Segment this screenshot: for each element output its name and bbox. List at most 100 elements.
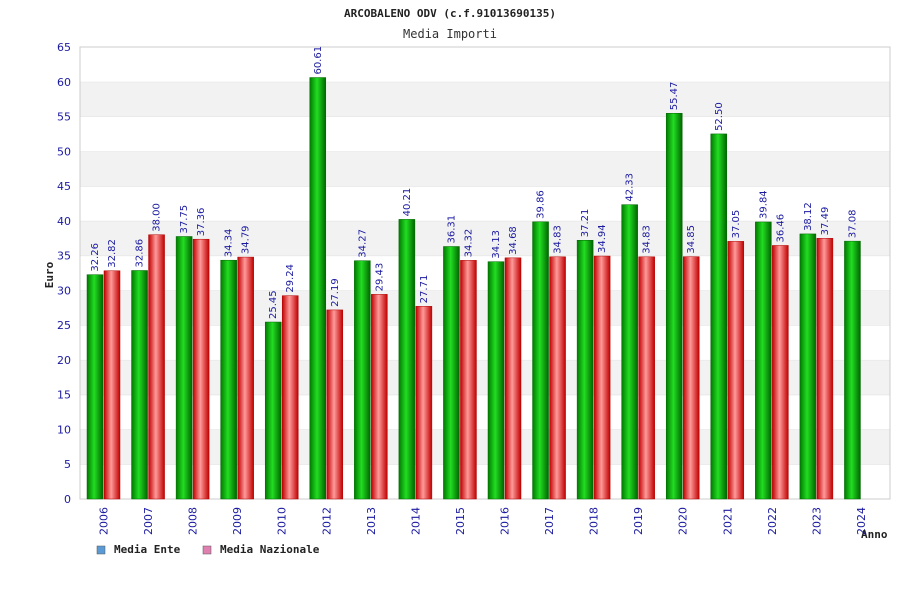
grid-band xyxy=(80,429,890,465)
x-tick-label: 2015 xyxy=(454,507,467,535)
data-label: 52.50 xyxy=(714,102,725,131)
bar-media-ente xyxy=(398,219,416,500)
y-tick-label: 0 xyxy=(64,493,71,506)
plot-border xyxy=(79,46,891,500)
bar-media-ente xyxy=(175,236,193,500)
legend-label: Media Nazionale xyxy=(220,543,320,556)
bar-media-nazionale xyxy=(415,306,433,500)
y-tick-label: 15 xyxy=(57,389,71,402)
bar-media-nazionale xyxy=(504,257,522,500)
y-tick-label: 5 xyxy=(64,458,71,471)
bar-media-ente xyxy=(220,259,237,500)
bar-media-ente xyxy=(710,133,728,500)
bar-media-ente xyxy=(576,239,594,500)
data-label: 40.21 xyxy=(402,188,413,217)
data-label: 34.32 xyxy=(463,229,474,258)
grid-band xyxy=(80,186,890,221)
data-label: 37.75 xyxy=(179,205,190,234)
y-tick-label: 60 xyxy=(57,76,71,89)
bar-media-nazionale xyxy=(772,245,789,500)
chart-subtitle: Media Importi xyxy=(403,27,497,41)
bar-media-nazionale xyxy=(281,295,299,500)
data-label: 29.24 xyxy=(285,264,296,293)
y-tick-label: 50 xyxy=(57,145,71,158)
legend-swatch xyxy=(96,545,106,555)
data-label: 34.83 xyxy=(553,225,564,254)
data-label: 38.00 xyxy=(152,203,163,232)
bar-media-ente xyxy=(755,221,772,500)
bar-media-ente xyxy=(264,321,282,500)
bar-media-ente xyxy=(621,204,638,500)
bar-media-nazionale xyxy=(816,238,834,500)
legend-swatch xyxy=(202,545,212,555)
grid-band xyxy=(80,47,890,82)
grid-band xyxy=(80,464,890,499)
grid-band xyxy=(80,359,890,395)
x-axis: 2006 2007 2008 2009 2010 2012 2013 2014 2015 2016… xyxy=(98,507,868,535)
x-tick-label: 2019 xyxy=(632,507,645,535)
y-tick-label: 30 xyxy=(57,284,71,297)
bar-media-ente xyxy=(844,240,861,500)
grid-band xyxy=(80,116,890,152)
bar-media-nazionale xyxy=(638,256,655,500)
x-tick-label: 2007 xyxy=(142,507,155,535)
x-tick-label: 2016 xyxy=(499,507,512,535)
grid-band xyxy=(80,290,890,326)
bars: 32.26 32.82 32.86 38.00 37.75 37.36 34.34 34.79… xyxy=(86,46,861,500)
grid-bands xyxy=(79,46,891,500)
grid-band xyxy=(80,325,890,360)
data-label: 37.05 xyxy=(731,210,742,239)
bar-media-nazionale xyxy=(237,256,254,500)
data-label: 60.61 xyxy=(313,46,324,75)
bar-media-ente xyxy=(354,260,371,500)
data-label: 32.26 xyxy=(90,243,101,272)
data-label: 37.08 xyxy=(847,210,858,239)
data-label: 34.85 xyxy=(686,225,697,254)
x-tick-label: 2023 xyxy=(810,507,823,535)
y-tick-label: 10 xyxy=(57,423,71,436)
x-tick-label: 2022 xyxy=(766,507,779,535)
grid-band xyxy=(80,151,890,187)
grid-band xyxy=(80,220,890,256)
bar-media-nazionale xyxy=(727,241,745,500)
data-label: 39.86 xyxy=(536,190,547,219)
data-label: 27.19 xyxy=(330,278,341,307)
data-label: 55.47 xyxy=(669,82,680,111)
bar-media-ente xyxy=(799,233,817,500)
x-tick-label: 2008 xyxy=(187,507,200,535)
x-tick-label: 2009 xyxy=(231,507,244,535)
grid-band xyxy=(80,394,890,430)
data-label: 32.82 xyxy=(107,239,118,268)
bar-media-nazionale xyxy=(192,238,210,500)
data-label: 25.45 xyxy=(268,290,279,319)
data-label: 34.13 xyxy=(491,230,502,259)
bar-media-nazionale xyxy=(549,256,566,500)
data-label: 34.34 xyxy=(224,229,235,258)
bar-media-ente xyxy=(665,113,683,500)
y-tick-label: 45 xyxy=(57,180,71,193)
bar-media-nazionale xyxy=(460,260,477,500)
x-tick-label: 2018 xyxy=(588,507,601,535)
y-tick-label: 25 xyxy=(57,319,71,332)
y-axis: 0 5 10 15 20 25 30 35 40 45 50 55 60 65 xyxy=(57,41,71,506)
chart-title: ARCOBALENO ODV (c.f.91013690135) xyxy=(344,7,556,20)
x-tick-label: 2012 xyxy=(320,507,333,535)
data-label: 37.36 xyxy=(196,208,207,237)
x-tick-label: 2006 xyxy=(98,507,111,535)
x-tick-label: 2014 xyxy=(409,507,422,535)
bar-media-ente xyxy=(86,274,104,500)
data-label: 34.68 xyxy=(508,226,519,255)
data-label: 36.31 xyxy=(446,215,457,244)
data-label: 34.79 xyxy=(241,225,252,254)
y-tick-label: 55 xyxy=(57,111,71,124)
y-tick-label: 35 xyxy=(57,250,71,263)
bar-media-nazionale xyxy=(371,294,388,500)
bar-media-ente xyxy=(131,270,148,500)
y-tick-label: 40 xyxy=(57,215,71,228)
grid-band xyxy=(80,81,890,117)
data-label: 32.86 xyxy=(135,239,146,268)
x-tick-label: 2010 xyxy=(276,507,289,535)
x-tick-label: 2020 xyxy=(677,507,690,535)
x-tick-label: 2017 xyxy=(543,507,556,535)
